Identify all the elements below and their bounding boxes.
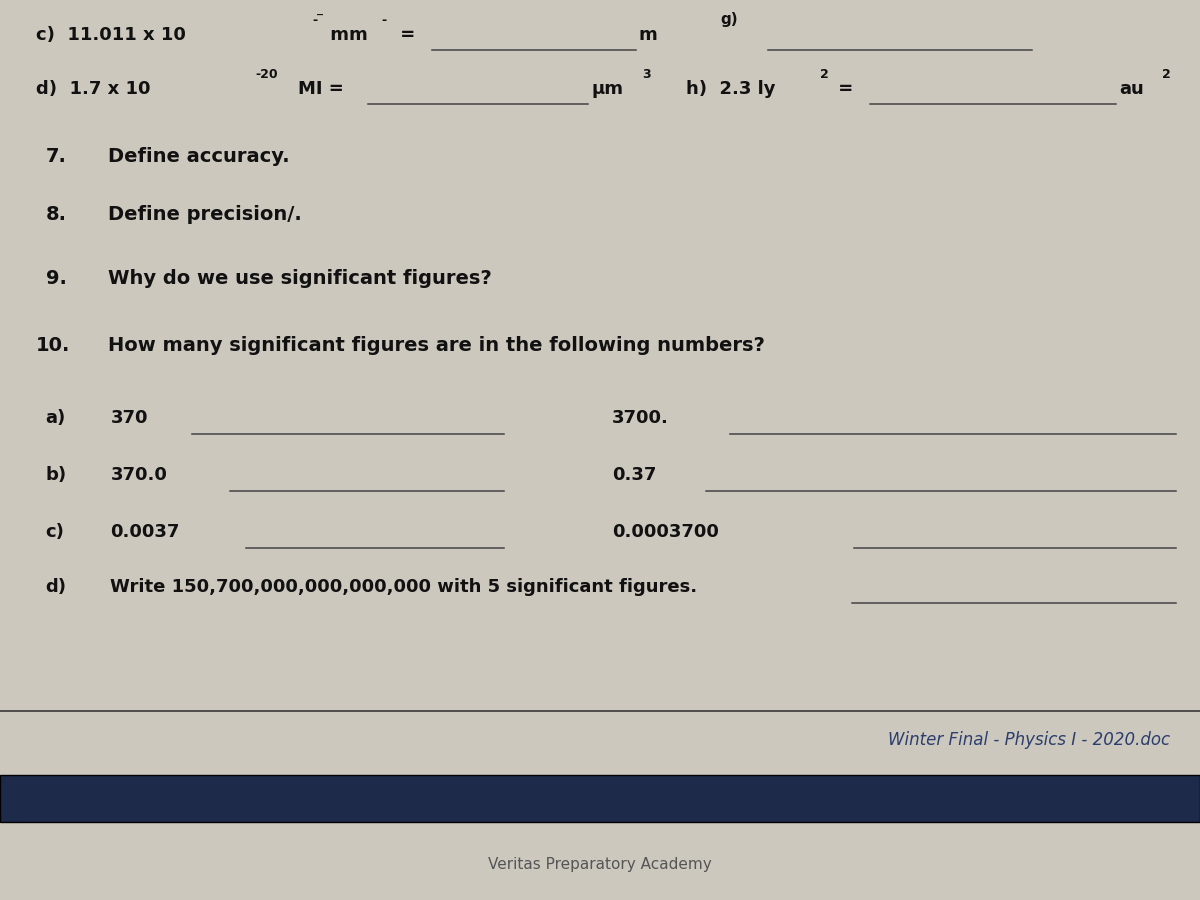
Text: h)  2.3 ly: h) 2.3 ly xyxy=(686,80,776,98)
Text: c)  11.011 x 10: c) 11.011 x 10 xyxy=(36,26,186,44)
Text: Define precision/.: Define precision/. xyxy=(108,205,301,224)
Text: Write 150,700,000,000,000,000 with 5 significant figures.: Write 150,700,000,000,000,000 with 5 sig… xyxy=(110,578,697,596)
Text: How many significant figures are in the following numbers?: How many significant figures are in the … xyxy=(108,336,764,355)
Text: 0.0037: 0.0037 xyxy=(110,523,180,541)
Text: =: = xyxy=(394,26,415,44)
FancyBboxPatch shape xyxy=(0,775,1200,822)
Text: =: = xyxy=(832,80,853,98)
Text: g): g) xyxy=(720,13,738,27)
Text: d)  1.7 x 10: d) 1.7 x 10 xyxy=(36,80,150,98)
Text: 9.: 9. xyxy=(46,268,66,287)
Text: a): a) xyxy=(46,409,66,427)
Text: -: - xyxy=(382,14,386,27)
Text: Winter Final - Physics I - 2020.doc: Winter Final - Physics I - 2020.doc xyxy=(888,731,1170,749)
Text: au: au xyxy=(1120,80,1145,98)
Text: MI =: MI = xyxy=(298,80,343,98)
Text: 2: 2 xyxy=(820,68,828,81)
Text: mm: mm xyxy=(324,26,367,44)
Text: m: m xyxy=(638,26,658,44)
Text: Why do we use significant figures?: Why do we use significant figures? xyxy=(108,268,492,287)
Text: 370: 370 xyxy=(110,409,148,427)
Text: 370.0: 370.0 xyxy=(110,465,167,483)
Text: Define accuracy.: Define accuracy. xyxy=(108,147,289,166)
Text: 3700.: 3700. xyxy=(612,409,668,427)
Text: d): d) xyxy=(46,578,67,596)
Text: -: - xyxy=(312,14,317,27)
Text: c): c) xyxy=(46,523,65,541)
Text: 3: 3 xyxy=(642,68,650,81)
Text: 0.0003700: 0.0003700 xyxy=(612,523,719,541)
Text: ⁻: ⁻ xyxy=(316,11,324,25)
Text: b): b) xyxy=(46,465,67,483)
Text: μm: μm xyxy=(592,80,624,98)
Text: 7.: 7. xyxy=(46,147,66,166)
Text: 0.37: 0.37 xyxy=(612,465,656,483)
Text: Veritas Preparatory Academy: Veritas Preparatory Academy xyxy=(488,857,712,871)
Text: -20: -20 xyxy=(256,68,278,81)
Text: 8.: 8. xyxy=(46,205,67,224)
Text: 2: 2 xyxy=(1162,68,1170,81)
Text: 10.: 10. xyxy=(36,336,71,355)
